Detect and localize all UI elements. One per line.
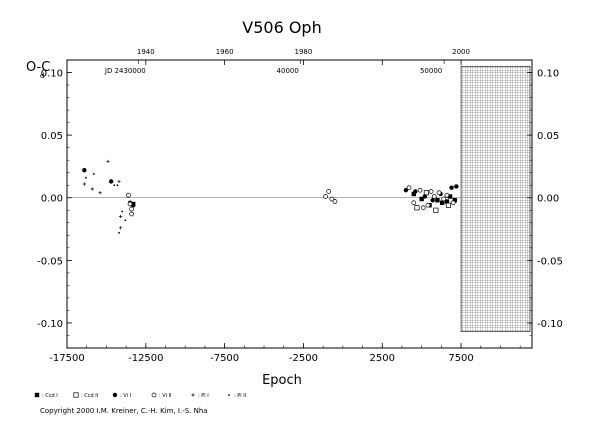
data-point-open-square [414, 205, 420, 211]
x-tick-label: -7500 [210, 353, 239, 364]
legend-marker-open-square [73, 392, 79, 398]
y-tick-label-right: 0.05 [537, 131, 559, 142]
x-tick-label: -12500 [128, 353, 163, 364]
y-axis-unit-superscript: d [40, 72, 44, 80]
y-tick-label-left: 0.10 [41, 69, 63, 80]
y-tick-label-left: 0.00 [41, 194, 63, 205]
data-point-filled-square [435, 198, 440, 203]
data-point-dot [118, 231, 120, 234]
data-point-filled-square [452, 198, 457, 203]
legend-marker-filled-circle [112, 392, 118, 398]
plot-frame [66, 59, 533, 349]
data-point-plus [82, 182, 86, 186]
top-year-tick-label: 1980 [295, 48, 313, 56]
y-tick-label-right: 0.00 [537, 194, 559, 205]
data-point-filled-square [439, 200, 445, 205]
top-jd-tick-label: 50000 [420, 67, 442, 75]
y-tick-label-right: -0.10 [537, 319, 563, 330]
data-point-open-circle [129, 206, 134, 212]
legend-label: : Ccd II [81, 393, 98, 399]
data-point-filled-circle [454, 184, 459, 189]
data-point-open-circle [436, 190, 442, 196]
y-tick-label-left: 0.05 [41, 131, 63, 142]
data-point-open-circle [323, 194, 328, 199]
legend: : Ccd I : Ccd II : Vi I : Vi II : Pl I : Pl I… [34, 392, 246, 399]
data-point-dot [124, 219, 127, 222]
data-point-filled-circle [413, 189, 418, 194]
x-tick-label: 7500 [448, 353, 473, 364]
data-point-open-circle [420, 205, 426, 211]
axis-ticks: -17500 -12500 -7500 -2500 2500 7500 -0.10 -0.10… [37, 48, 563, 364]
data-point-open-circle [326, 189, 332, 194]
data-point-plus [90, 187, 94, 191]
y-tick-label-right: 0.10 [537, 69, 559, 80]
future-epoch-hatched-region [460, 65, 531, 333]
legend-label: : Vi II [159, 393, 172, 399]
data-point-filled-circle [403, 188, 409, 193]
legend-marker-plus [191, 393, 195, 397]
y-tick-label-left: -0.05 [37, 256, 63, 267]
data-point-filled-square [411, 191, 416, 197]
data-point-open-circle [425, 202, 431, 208]
data-point-filled-circle [82, 167, 87, 173]
y-axis-label: O-C [26, 60, 50, 75]
data-point-dot [121, 210, 124, 213]
data-point-open-circle [406, 185, 412, 191]
data-point-open-circle [431, 194, 437, 199]
data-point-dot [116, 184, 119, 187]
data-point-open-circle [129, 211, 134, 217]
data-point-open-circle [329, 196, 335, 202]
x-axis-label: Epoch [262, 373, 302, 388]
legend-label: : Pl II [234, 393, 246, 399]
y-tick-label-right: -0.05 [537, 256, 563, 267]
data-point-plus [106, 159, 110, 164]
data-point-dot [85, 176, 87, 179]
data-point-open-circle [417, 187, 423, 193]
data-point-filled-circle [422, 194, 428, 199]
data-point-filled-square [419, 196, 424, 202]
data-point-open-circle [444, 192, 450, 198]
legend-marker-filled-square [34, 392, 40, 398]
data-point-filled-square [444, 199, 450, 204]
data-point-open-square [423, 190, 429, 196]
data-point-open-circle [441, 196, 447, 202]
data-point-filled-square [447, 194, 453, 199]
legend-marker-open-circle [151, 392, 157, 398]
data-point-plus [118, 226, 123, 230]
data-point-filled-circle [449, 185, 454, 190]
data-point-open-circle [450, 200, 456, 206]
data-point-open-circle [428, 189, 434, 194]
y-tick-label-left: -0.10 [37, 319, 63, 330]
data-point-open-circle [126, 192, 131, 198]
data-point-filled-circle [430, 198, 435, 203]
top-year-tick-label: 2000 [452, 48, 470, 56]
x-tick-label: -2500 [289, 353, 318, 364]
data-point-open-circle [332, 199, 338, 204]
x-tick-label: 2500 [370, 353, 395, 364]
data-point-open-circle [411, 200, 417, 206]
data-points [82, 159, 459, 234]
legend-marker-dot [228, 394, 230, 396]
data-point-plus [118, 214, 123, 219]
legend-label: : Ccd I [42, 393, 58, 399]
data-point-open-square [433, 207, 439, 213]
legend-label: : Pl I [198, 393, 209, 399]
legend-label: : Vi I [120, 393, 131, 399]
top-jd-tick-label: JD 2430000 [104, 67, 146, 75]
data-point-dot [113, 184, 116, 187]
data-point-plus [98, 191, 102, 195]
chart-title: V506 Oph [242, 18, 321, 37]
top-year-tick-label: 1960 [216, 48, 234, 56]
top-jd-tick-label: 40000 [277, 67, 299, 75]
data-point-filled-circle [108, 179, 114, 184]
data-point-dot [92, 173, 95, 175]
data-point-open-square [445, 202, 452, 208]
data-point-open-circle [127, 201, 133, 207]
top-year-tick-label: 1940 [137, 48, 155, 56]
x-tick-label: -17500 [49, 353, 84, 364]
copyright-text: Copyright 2000 I.M. Kreiner, C.-H. Kim, … [40, 407, 208, 415]
data-point-plus [117, 179, 121, 184]
